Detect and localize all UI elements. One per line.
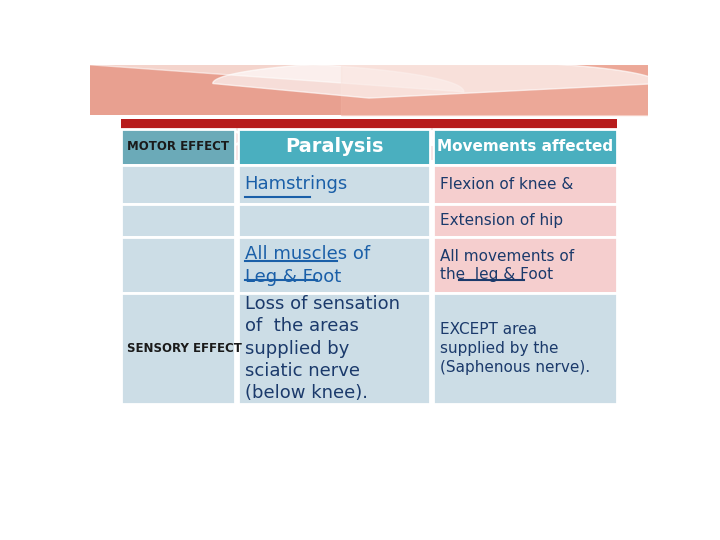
FancyBboxPatch shape (121, 129, 235, 165)
FancyBboxPatch shape (121, 204, 235, 238)
FancyBboxPatch shape (433, 165, 617, 204)
FancyBboxPatch shape (121, 119, 617, 160)
FancyBboxPatch shape (90, 65, 648, 114)
Text: MOTOR EFFECT: MOTOR EFFECT (127, 140, 230, 153)
FancyBboxPatch shape (238, 238, 431, 293)
FancyBboxPatch shape (238, 204, 431, 238)
Text: Flexion of knee &: Flexion of knee & (440, 177, 573, 192)
FancyBboxPatch shape (238, 129, 431, 165)
Text: EFFECT OF SCIATIC NERVE INJURY: EFFECT OF SCIATIC NERVE INJURY (163, 130, 583, 150)
Polygon shape (0, 60, 464, 92)
FancyBboxPatch shape (433, 293, 617, 404)
Text: Loss of sensation
of  the areas
supplied by
sciatic nerve
(below knee).: Loss of sensation of the areas supplied … (245, 295, 400, 402)
Text: Extension of hip: Extension of hip (440, 213, 563, 228)
Text: Movements affected: Movements affected (437, 139, 613, 154)
Text: SENSORY EFFECT: SENSORY EFFECT (127, 342, 242, 355)
FancyBboxPatch shape (433, 129, 617, 165)
Text: Hamstrings: Hamstrings (245, 176, 348, 193)
Text: EXCEPT area
supplied by the
(Saphenous nerve).: EXCEPT area supplied by the (Saphenous n… (440, 322, 590, 375)
FancyBboxPatch shape (121, 293, 235, 404)
FancyBboxPatch shape (238, 165, 431, 204)
FancyBboxPatch shape (121, 238, 235, 293)
FancyBboxPatch shape (121, 165, 235, 204)
Polygon shape (213, 60, 660, 98)
FancyBboxPatch shape (433, 204, 617, 238)
Text: Paralysis: Paralysis (285, 137, 383, 157)
FancyBboxPatch shape (433, 238, 617, 293)
Text: All movements of
the  leg & Foot: All movements of the leg & Foot (440, 248, 574, 282)
FancyBboxPatch shape (238, 293, 431, 404)
Text: All muscles of
Leg & Foot: All muscles of Leg & Foot (245, 245, 369, 286)
Polygon shape (341, 65, 648, 114)
